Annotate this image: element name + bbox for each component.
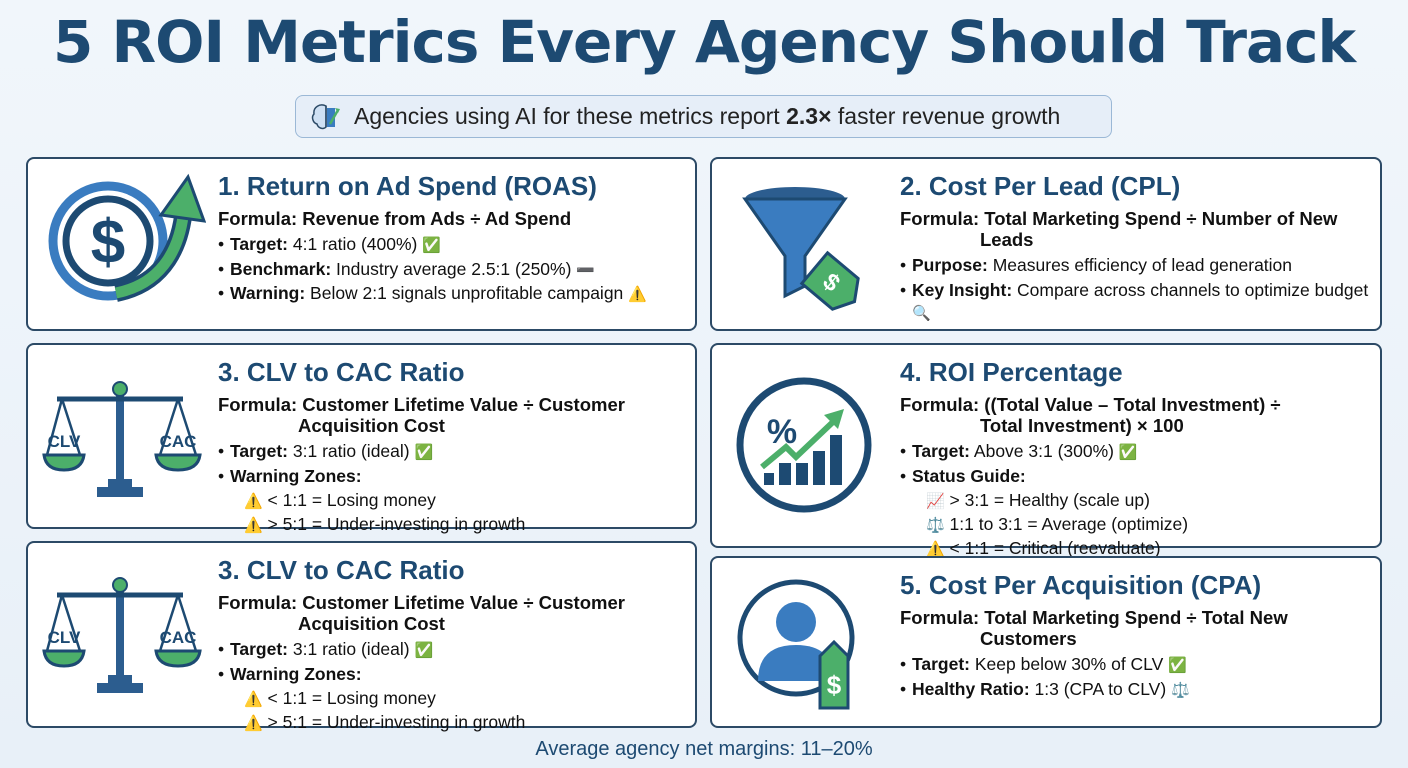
status-line: ⚖️ 1:1 to 3:1 = Average (optimize)	[926, 514, 1189, 534]
svg-text:CLV: CLV	[48, 432, 81, 451]
metric-formula: Formula: Customer Lifetime Value ÷ Custo…	[218, 592, 625, 634]
footer-note: Average agency net margins: 11–20%	[535, 738, 873, 760]
customer-price-tag-icon: $	[734, 576, 874, 721]
ai-growth-banner: Agencies using AI for these metrics repo…	[295, 95, 1112, 138]
status-line: ⚠️ < 1:1 = Losing money	[244, 490, 436, 510]
metric-bullet: Target: Above 3:1 (300%) ✅	[900, 440, 1370, 465]
metric-formula: Formula: Total Marketing Spend ÷ Total N…	[900, 607, 1288, 649]
funnel-price-tag-icon: $	[740, 181, 870, 326]
svg-text:$: $	[91, 208, 125, 277]
balance-scale-icon: CLV CAC	[42, 571, 202, 706]
metric-bullet: Target: 4:1 ratio (400%) ✅	[218, 233, 685, 258]
status-line: ⚠️ < 1:1 = Critical (reevaluate)	[926, 538, 1161, 558]
metric-bullet: Target: 3:1 ratio (ideal) ✅	[218, 440, 685, 465]
metric-bullet: Warning: Below 2:1 signals unprofitable …	[218, 282, 685, 307]
svg-text:$: $	[827, 670, 842, 700]
metric-bullet: Purpose: Measures efficiency of lead gen…	[900, 254, 1370, 279]
status-line: ⚠️ > 5:1 = Under-investing in growth	[244, 514, 526, 534]
svg-text:CAC: CAC	[160, 432, 197, 451]
metric-card: CLV CAC 3. CLV to CAC Ratio Formula: Cust…	[26, 343, 697, 534]
metric-bullet: Warning Zones:	[218, 663, 685, 688]
metric-formula: Formula: Total Marketing Spend ÷ Number …	[900, 208, 1338, 250]
metric-bullet: Key Insight: Compare across channels to …	[900, 279, 1370, 326]
percent-bar-chart-icon: %	[734, 375, 874, 520]
banner-text: Agencies using AI for these metrics repo…	[354, 103, 1061, 129]
metric-card: CLV CAC 3. CLV to CAC Ratio Formula: Cust…	[26, 541, 697, 732]
metric-formula: Formula: ((Total Value – Total Investmen…	[900, 394, 1281, 436]
metric-card: $ 5. Cost Per Acquisition (CPA) Formula:…	[710, 556, 1382, 728]
svg-text:%: %	[767, 413, 797, 451]
metric-title: 1. Return on Ad Spend (ROAS)	[218, 171, 597, 201]
metric-bullet: Healthy Ratio: 1:3 (CPA to CLV) ⚖️	[900, 678, 1370, 703]
status-line: 📈 > 3:1 = Healthy (scale up)	[926, 490, 1150, 510]
balance-scale-icon: CLV CAC	[42, 375, 202, 510]
dollar-growth-arrow-icon: $	[46, 173, 207, 308]
metric-bullet: Status Guide:	[900, 465, 1370, 490]
svg-text:CAC: CAC	[160, 628, 197, 647]
metric-title: 3. CLV to CAC Ratio	[218, 555, 465, 585]
svg-text:CLV: CLV	[48, 628, 81, 647]
metric-title: 3. CLV to CAC Ratio	[218, 357, 465, 387]
metric-card: $ 1. Return on Ad Spend (ROAS) Formula: …	[26, 157, 697, 331]
metric-title: 4. ROI Percentage	[900, 357, 1123, 387]
metric-bullet: Target: 3:1 ratio (ideal) ✅	[218, 638, 685, 663]
metric-bullet: Warning Zones:	[218, 465, 685, 490]
metric-card: % 4. ROI Percentage Formula: ((Total Val…	[710, 343, 1382, 558]
metric-bullet: Target: Keep below 30% of CLV ✅	[900, 653, 1370, 678]
page-title: 5 ROI Metrics Every Agency Should Track	[52, 8, 1356, 76]
metric-bullet: Benchmark: Industry average 2.5:1 (250%)…	[218, 258, 685, 283]
ai-brain-growth-icon	[311, 103, 340, 129]
metric-title: 2. Cost Per Lead (CPL)	[900, 171, 1181, 201]
status-line: ⚠️ < 1:1 = Losing money	[244, 688, 436, 708]
status-line: ⚠️ > 5:1 = Under-investing in growth	[244, 712, 526, 732]
metric-formula: Formula: Revenue from Ads ÷ Ad Spend	[218, 208, 572, 229]
metric-formula: Formula: Customer Lifetime Value ÷ Custo…	[218, 394, 625, 436]
metric-title: 5. Cost Per Acquisition (CPA)	[900, 570, 1262, 600]
metric-card: $ 2. Cost Per Lead (CPL) Formula: Total …	[710, 157, 1382, 331]
